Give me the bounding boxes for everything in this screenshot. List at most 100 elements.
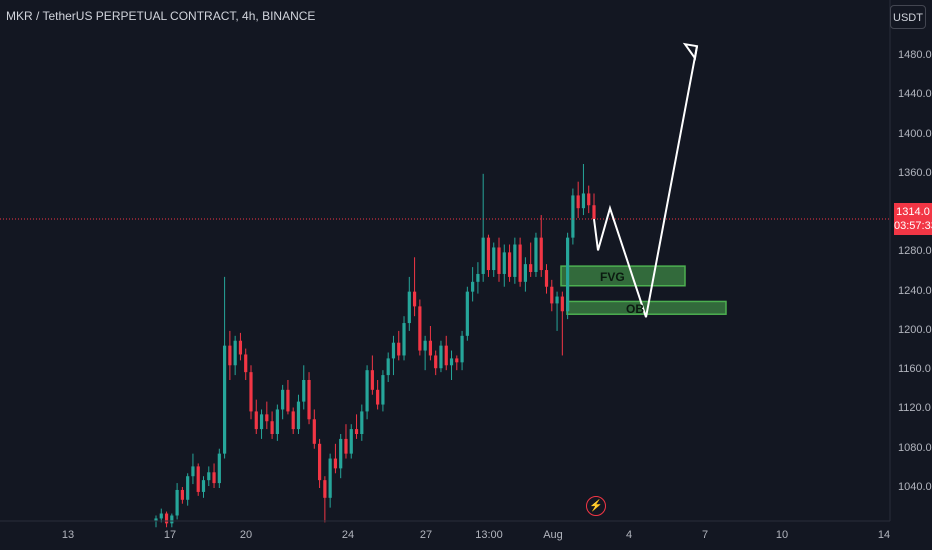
y-tick-label: 1120.0 [898,402,931,415]
fvg-label: FVG [600,270,625,285]
candle-body [502,252,506,274]
y-tick-label: 1480.0 [898,49,932,61]
candle-body [333,458,338,469]
y-tick-label: 1160.0 [898,363,931,376]
candle-body [360,411,364,435]
x-tick-label: 4 [625,529,633,541]
candle-body [449,358,454,366]
candle-body [217,453,221,484]
candle-body [523,264,527,282]
candle-body [471,281,475,292]
candle-body [159,513,163,519]
x-tick-label: Aug [543,529,563,541]
candle-body [518,244,522,282]
projection-path [593,46,698,318]
x-tick-label: 10 [775,529,789,541]
candle-body [244,354,248,373]
candle-body [507,252,512,277]
candle-body [439,345,443,369]
candle-body [354,429,359,435]
x-tick-label: 13 [61,529,75,541]
candle-body [275,409,279,435]
candle-body [191,466,195,477]
candle-body [212,472,216,484]
candle-body [566,237,570,312]
candle-body [544,270,549,287]
candle-body [576,195,580,209]
candle-body [550,286,554,304]
candle-body [560,296,564,312]
y-tick-label: 1040.0 [898,481,932,493]
candle-body [592,205,596,219]
candle-body [186,476,190,500]
candle-body [370,370,374,390]
candle-body [423,340,427,351]
candle-body [233,340,237,366]
candle-body [476,273,480,282]
candle-body [223,345,227,454]
candle-body [249,372,253,412]
candle-body [317,443,322,481]
candle-body [207,472,211,481]
y-tick-label: 1240.0 [898,284,932,297]
candle-body [307,380,311,420]
y-tick-label: 1280.0 [898,245,932,258]
bar-countdown: 03:57:33 [894,220,932,232]
candle-body [270,421,274,435]
candles [154,164,596,528]
candle-body [492,247,496,271]
candle-body [391,342,396,359]
candle-body [571,195,575,238]
arrowhead [682,42,699,61]
candle-body [175,489,179,516]
candle-body [486,237,491,271]
x-tick-label: 13:00 [475,529,503,541]
candle-body [386,358,390,376]
lightning-icon[interactable]: ⚡ [586,496,606,516]
candle-body [455,358,459,363]
candle-body [402,323,406,356]
candle-body [412,291,417,307]
candle-body [581,193,586,209]
candle-body [170,515,174,524]
x-tick-label: 14 [877,529,891,541]
y-tick-label: 1440.0 [898,88,932,101]
candle-body [349,429,353,454]
currency-button[interactable]: USDT [890,5,926,29]
candle-body [555,296,559,304]
candle-body [434,355,438,369]
candle-body [281,389,285,410]
x-tick-label: 20 [239,529,253,541]
candle-body [228,345,232,366]
candle-body [539,237,543,271]
y-tick-label: 1360.0 [898,166,932,179]
y-tick-label: 1080.0 [898,441,932,454]
y-tick-label: 1200.0 [898,323,932,336]
current-price-tag: 1314.0 03:57:33 [894,203,932,235]
x-tick-label: 24 [341,529,355,541]
symbol-title[interactable]: MKR / TetherUS PERPETUAL CONTRACT, 4h, B… [6,9,316,23]
candle-body [513,244,517,277]
x-tick-label: 7 [701,529,709,541]
candle-body [339,438,343,469]
candle-body [534,237,538,273]
candle-body [254,411,258,430]
candle-body [291,411,295,430]
candle-body [465,291,469,336]
y-tick-label: 1400.0 [898,127,932,140]
candle-body [286,389,290,412]
candle-body [397,342,401,356]
candle-body [444,345,448,366]
current-price-value: 1314.0 [896,206,930,218]
candle-body [323,480,327,498]
candle-body [381,375,385,405]
candle-body [418,306,422,351]
candle-body [481,237,485,274]
candle-body [180,489,184,500]
candle-body [529,264,533,273]
candle-body [238,340,243,355]
candle-body [328,458,332,498]
candle-body [376,389,380,405]
x-tick-label: 27 [419,529,433,541]
